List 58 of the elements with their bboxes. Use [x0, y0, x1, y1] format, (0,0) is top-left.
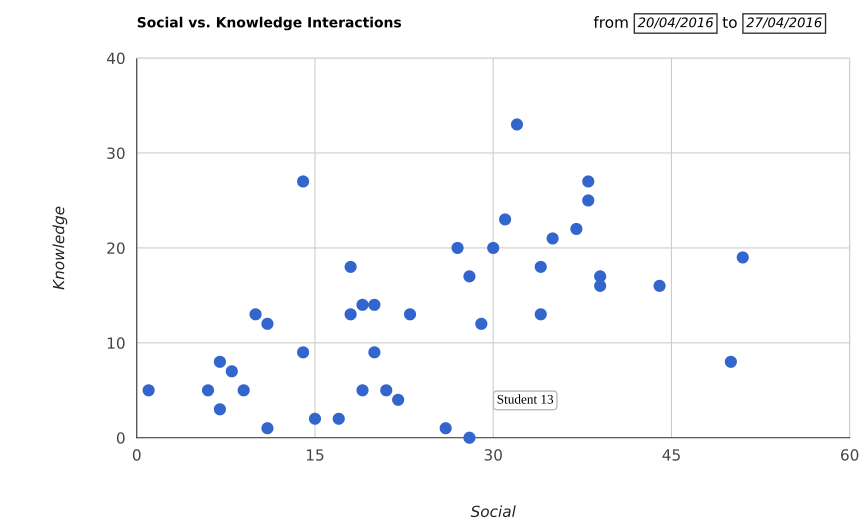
point	[534, 260, 547, 273]
point	[226, 365, 238, 378]
text: 27/04/2016	[746, 17, 822, 28]
text: 20/04/2016	[638, 17, 714, 28]
point	[736, 251, 749, 264]
y-tick-label: 30	[107, 147, 125, 159]
point	[463, 270, 476, 282]
point	[724, 356, 737, 368]
point	[392, 394, 404, 406]
point	[344, 308, 357, 320]
point	[368, 298, 380, 311]
point	[332, 412, 345, 425]
point	[582, 175, 594, 188]
point	[297, 346, 310, 358]
point	[463, 432, 476, 444]
y-tick-label: 40	[106, 52, 125, 64]
text: to	[722, 17, 737, 28]
point	[546, 232, 559, 244]
point	[356, 384, 369, 396]
point	[261, 318, 274, 330]
point	[499, 213, 512, 226]
text: from	[594, 16, 628, 28]
annotation: Student 13	[498, 394, 554, 404]
x-axis-title: Social	[470, 505, 516, 518]
point	[356, 298, 369, 311]
point	[261, 422, 274, 434]
point	[142, 384, 155, 396]
point	[487, 242, 500, 254]
point	[440, 422, 452, 434]
point	[238, 384, 250, 396]
point	[202, 384, 214, 396]
y-tick-label: 10	[108, 337, 125, 349]
point	[249, 308, 262, 320]
x-tick-label: 60	[841, 449, 858, 461]
point	[594, 280, 606, 292]
point	[214, 403, 226, 416]
x-tick-label: 30	[484, 449, 502, 461]
point	[214, 356, 226, 368]
point	[510, 118, 524, 131]
y-tick-label: 0	[116, 432, 125, 444]
x-tick-label: 15	[306, 449, 324, 461]
point	[653, 280, 666, 292]
point	[404, 308, 416, 320]
point	[534, 308, 547, 320]
point	[308, 412, 322, 425]
point	[570, 222, 582, 235]
point	[475, 318, 488, 330]
point	[297, 175, 310, 188]
point	[344, 260, 357, 273]
x-tick-label: 45	[662, 449, 680, 461]
point	[582, 194, 594, 207]
chart-title: Social vs. Knowledge Interactions	[138, 16, 402, 30]
y-axis-title: Knowledge	[52, 206, 68, 290]
point	[380, 384, 392, 396]
point	[451, 242, 464, 254]
y-tick-label: 20	[107, 242, 125, 254]
x-tick-label: 0	[132, 449, 141, 461]
point	[368, 346, 380, 358]
